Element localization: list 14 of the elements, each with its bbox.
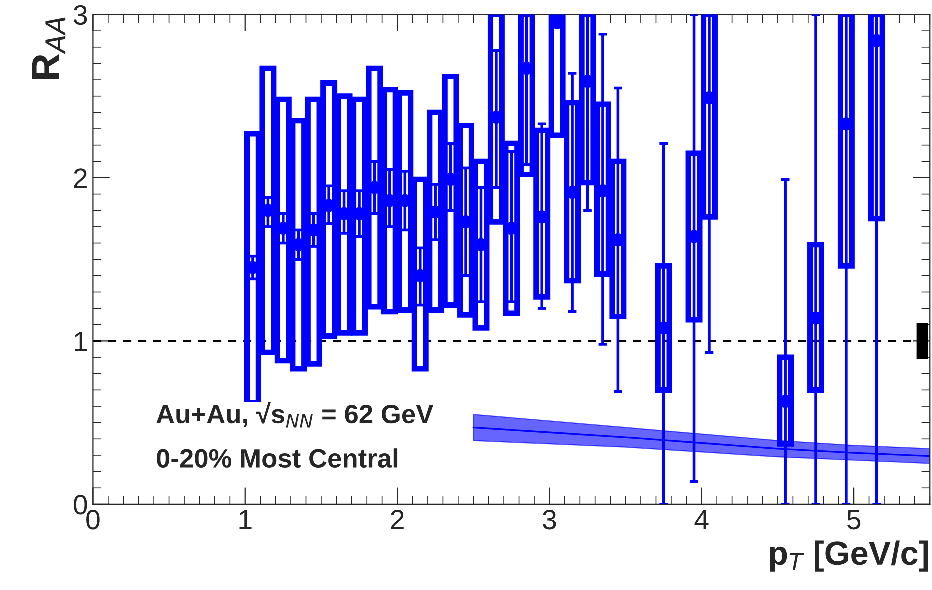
annotation: Au+Au, √s$_{NN}$ = 62 GeV [156, 402, 434, 428]
y-tick-label: 3 [74, 5, 88, 26]
x-axis-title: p$_{T}$ [GeV/c] [770, 540, 928, 572]
x-tick-label: 1 [240, 510, 252, 530]
x-tick-label: 4 [694, 510, 709, 530]
x-tick-label: 0 [86, 510, 100, 530]
y-axis-title: R$_{AA}$ [32, 18, 66, 80]
y-tick-label: 1 [75, 332, 87, 352]
x-tick-label: 5 [847, 510, 861, 530]
y-tick-label: 2 [74, 168, 87, 188]
annotation: 0-20% Most Central [157, 448, 398, 468]
x-tick-label: 3 [543, 510, 556, 530]
y-tick-label: 0 [74, 495, 88, 515]
x-tick-label: 2 [391, 510, 404, 530]
